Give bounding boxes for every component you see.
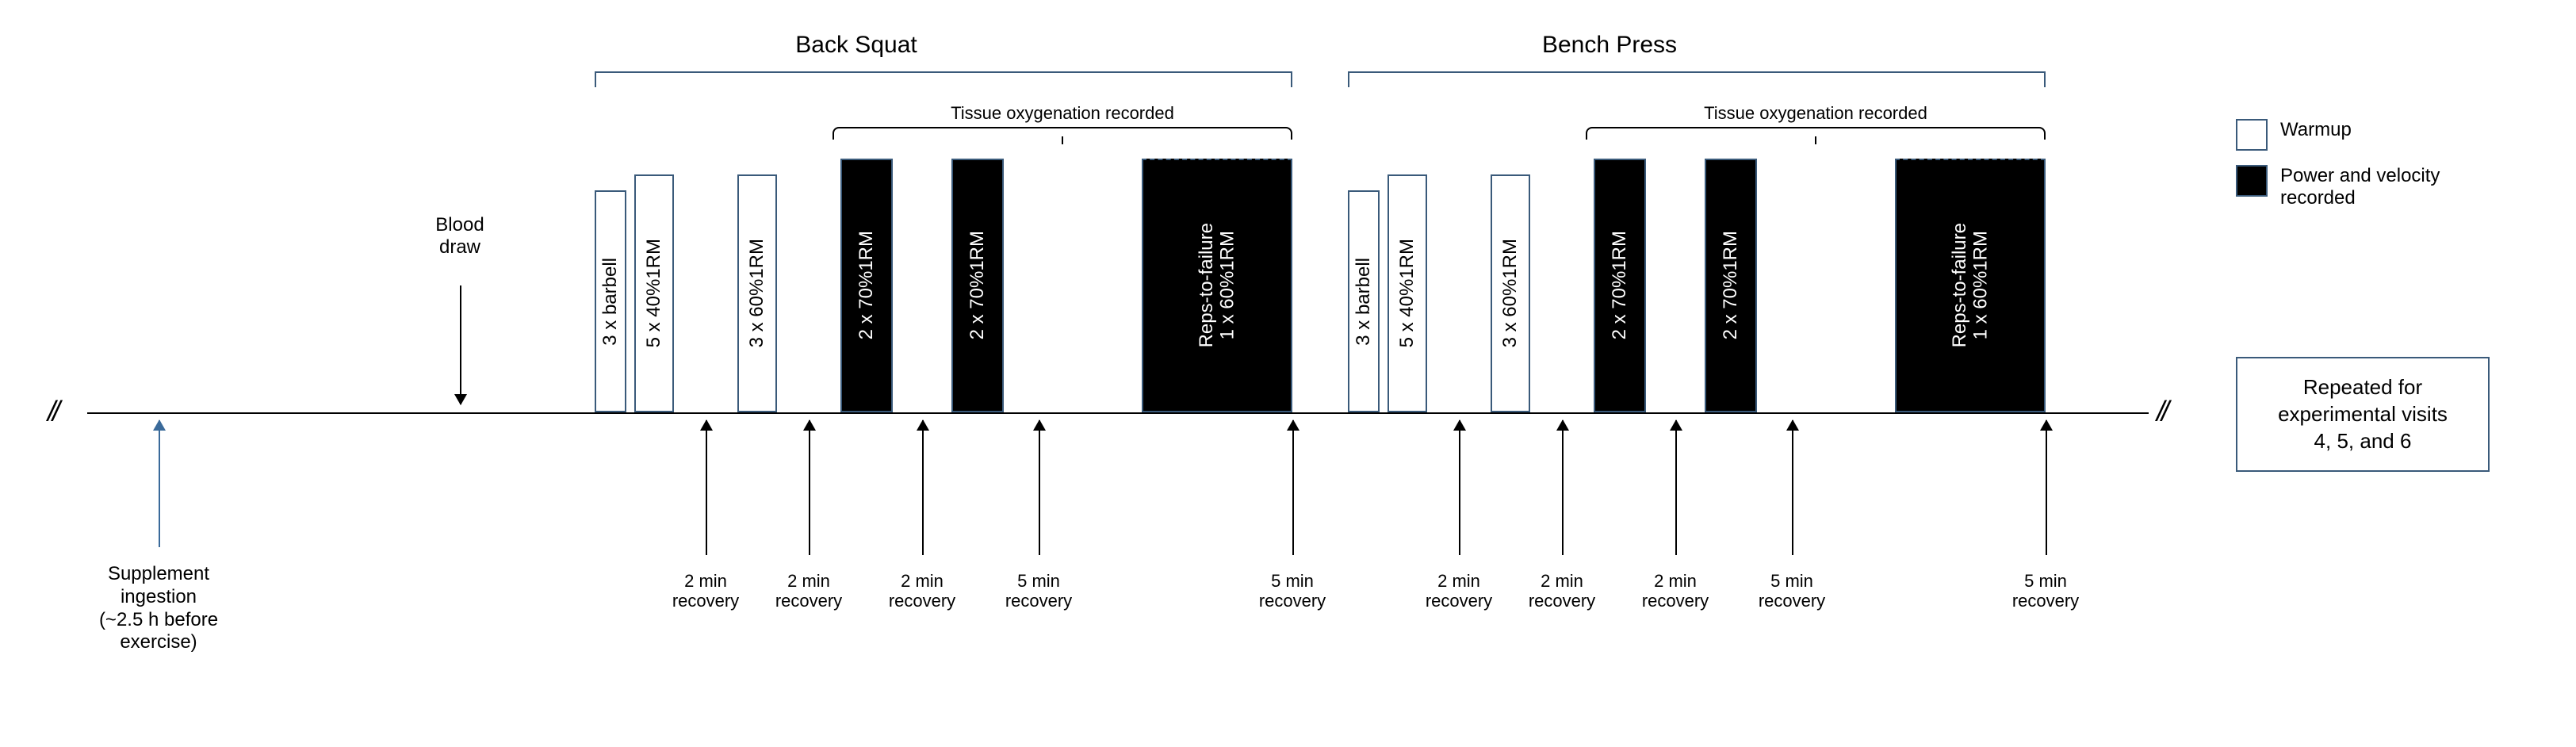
set-box-warmup: 3 x barbell xyxy=(1348,190,1380,412)
recovery-arrow-icon xyxy=(809,420,810,555)
set-label: 2 x 70%1RM xyxy=(1610,231,1630,339)
legend-swatch-icon xyxy=(2236,165,2268,197)
set-label: 3 x barbell xyxy=(1353,258,1374,346)
legend-item: Power and velocityrecorded xyxy=(2236,165,2521,209)
timeline xyxy=(87,412,2149,414)
timeline-break: // xyxy=(48,395,57,428)
set-box-warmup: 3 x barbell xyxy=(595,190,626,412)
set-box-warmup: 5 x 40%1RM xyxy=(1388,174,1427,412)
tissue-label: Tissue oxygenation recorded xyxy=(1586,103,2046,124)
legend-label: Power and velocityrecorded xyxy=(2280,165,2440,209)
set-label: 3 x barbell xyxy=(600,258,621,346)
group-label: Back Squat xyxy=(737,32,975,59)
recovery-arrow-icon xyxy=(2046,420,2047,555)
set-box-warmup: 5 x 40%1RM xyxy=(634,174,674,412)
timeline-break: // xyxy=(2157,395,2166,428)
group-bracket xyxy=(595,71,1292,87)
recovery-label: 2 minrecovery xyxy=(1426,571,1492,611)
blood-draw-arrow-icon xyxy=(460,285,461,404)
recovery-arrow-icon xyxy=(922,420,924,555)
supplement-arrow-icon xyxy=(159,420,160,547)
recovery-label: 2 minrecovery xyxy=(1529,571,1595,611)
supplement-label: Supplementingestion(~2.5 h beforeexercis… xyxy=(56,563,262,654)
recovery-arrow-icon xyxy=(706,420,707,555)
set-box-warmup: 3 x 60%1RM xyxy=(1491,174,1530,412)
blood-draw-label: Blooddraw xyxy=(412,214,507,259)
recovery-arrow-icon xyxy=(1459,420,1460,555)
recovery-label: 5 minrecovery xyxy=(2012,571,2079,611)
recovery-label: 2 minrecovery xyxy=(775,571,842,611)
set-label: 2 x 70%1RM xyxy=(856,231,877,339)
set-label: Reps-to-failure1 x 60%1RM xyxy=(1196,223,1238,347)
recovery-arrow-icon xyxy=(1792,420,1793,555)
recovery-label: 2 minrecovery xyxy=(889,571,955,611)
tissue-bracket: Tissue oxygenation recorded xyxy=(833,103,1292,146)
recovery-arrow-icon xyxy=(1562,420,1564,555)
legend: Warmup Power and velocityrecorded xyxy=(2236,119,2521,224)
legend-swatch-icon xyxy=(2236,119,2268,151)
set-box-warmup: 3 x 60%1RM xyxy=(737,174,777,412)
legend-label: Warmup xyxy=(2280,119,2352,141)
tissue-label: Tissue oxygenation recorded xyxy=(833,103,1292,124)
recovery-label: 2 minrecovery xyxy=(672,571,739,611)
set-box-recorded: 2 x 70%1RM xyxy=(951,159,1004,412)
set-label: 5 x 40%1RM xyxy=(644,239,664,347)
set-label: 2 x 70%1RM xyxy=(1721,231,1741,339)
set-label: 2 x 70%1RM xyxy=(967,231,988,339)
protocol-diagram: // // Back Squat Bench Press Tissue oxygenat… xyxy=(16,16,2553,730)
recovery-arrow-icon xyxy=(1039,420,1040,555)
recovery-label: 5 minrecovery xyxy=(1259,571,1326,611)
tissue-bracket: Tissue oxygenation recorded xyxy=(1586,103,2046,146)
recovery-label: 5 minrecovery xyxy=(1005,571,1072,611)
set-box-recorded: 2 x 70%1RM xyxy=(1705,159,1757,412)
set-box-recorded: Reps-to-failure1 x 60%1RM xyxy=(1895,159,2046,412)
repeated-note: Repeated forexperimental visits4, 5, and… xyxy=(2236,357,2490,472)
set-box-recorded: 2 x 70%1RM xyxy=(1594,159,1646,412)
set-label: 3 x 60%1RM xyxy=(747,239,767,347)
set-box-recorded: 2 x 70%1RM xyxy=(840,159,893,412)
set-label: Reps-to-failure1 x 60%1RM xyxy=(1950,223,1992,347)
group-bracket xyxy=(1348,71,2046,87)
set-label: 5 x 40%1RM xyxy=(1397,239,1418,347)
recovery-label: 2 minrecovery xyxy=(1642,571,1709,611)
set-label: 3 x 60%1RM xyxy=(1500,239,1521,347)
set-box-recorded: Reps-to-failure1 x 60%1RM xyxy=(1142,159,1292,412)
recovery-arrow-icon xyxy=(1675,420,1677,555)
group-label: Bench Press xyxy=(1491,32,1728,59)
legend-item: Warmup xyxy=(2236,119,2521,151)
recovery-label: 5 minrecovery xyxy=(1759,571,1825,611)
recovery-arrow-icon xyxy=(1292,420,1294,555)
